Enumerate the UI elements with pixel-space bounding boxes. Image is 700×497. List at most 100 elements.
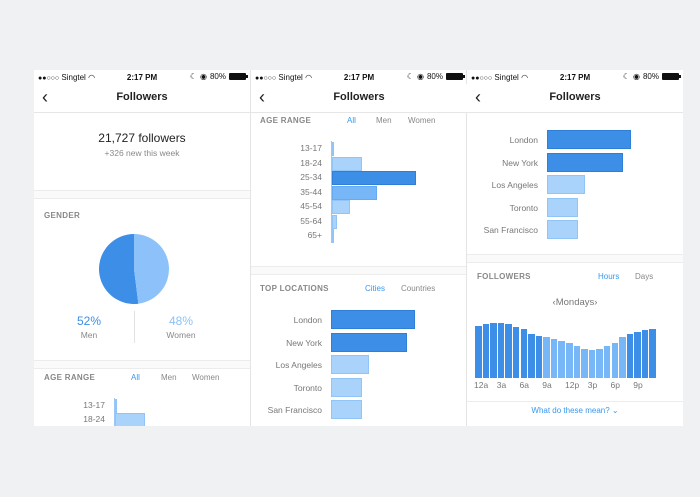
moon-icon: ☾: [189, 72, 197, 81]
hourly-bar: [649, 329, 656, 378]
age-range-heading: AGE RANGE: [260, 116, 312, 125]
men-label: Men: [80, 330, 98, 340]
age-tab-men[interactable]: Men: [161, 373, 177, 382]
back-arrow-icon[interactable]: ‹: [42, 87, 48, 107]
hourly-bar: [603, 346, 611, 378]
hour-tick-label: 9a: [542, 380, 552, 390]
age-bar: [332, 156, 363, 171]
wifi-icon: ◠: [521, 73, 529, 82]
moon-icon: ☾: [622, 72, 630, 81]
hourly-bar: [619, 336, 626, 378]
hourly-activity-chart: [475, 322, 657, 378]
pie-slice-women: [134, 234, 170, 304]
age-row-label: 35-44: [300, 186, 322, 197]
location-bar: [331, 355, 369, 374]
day-selector[interactable]: ‹Mondays›: [467, 297, 683, 308]
hourly-axis-ticks: 12a 3a 6a 9a 12p 3p 6p 9p: [467, 380, 683, 392]
age-row-label: 13-17: [300, 143, 322, 153]
location-bar: [547, 220, 579, 239]
status-bar: ●●○○○ Singtel ◠ 2:17 PM ☾ ◉ 80%: [251, 70, 467, 84]
age-bar: [332, 185, 378, 200]
location-bar: [547, 197, 579, 217]
top-locations-chart: London New York Los Angeles Toronto San Fran…: [467, 130, 683, 246]
women-label: Women: [166, 330, 196, 340]
alarm-icon: ◉: [417, 72, 424, 81]
locations-tab-countries[interactable]: Countries: [401, 284, 436, 293]
hourly-bar: [626, 334, 634, 378]
section-divider: [251, 266, 467, 275]
carrier-label: Singtel: [494, 73, 519, 82]
phone-screen-locations-activity: ●●○○○ Singtel ◠ 2:17 PM ☾ ◉ 80% ‹ Follower…: [466, 70, 683, 426]
prev-day-icon[interactable]: ‹: [552, 297, 556, 308]
activity-tab-hours[interactable]: Hours: [598, 272, 620, 281]
location-bar: [331, 377, 363, 397]
age-bar: [332, 214, 338, 229]
age-tab-all[interactable]: All: [347, 116, 356, 125]
status-time: 2:17 PM: [126, 73, 158, 82]
age-bar: [115, 399, 117, 413]
age-row-label: 65+: [307, 230, 322, 240]
location-bar: [547, 130, 631, 149]
location-row-label: San Francisco: [483, 225, 538, 235]
signal-icon: ●●○○○: [255, 75, 277, 82]
age-range-chart-partial: 13-17 18-24: [34, 398, 250, 426]
signal-icon: ●●○○○: [38, 75, 60, 82]
moon-icon: ☾: [406, 72, 414, 81]
hourly-bar: [588, 350, 596, 378]
day-label: Mondays: [555, 297, 595, 308]
next-day-icon[interactable]: ›: [594, 297, 598, 308]
hour-tick-label: 3a: [496, 380, 507, 390]
hourly-bar: [482, 323, 490, 378]
activity-tab-days[interactable]: Days: [635, 272, 654, 281]
top-locations-heading: TOP LOCATIONS: [260, 284, 329, 293]
signal-icon: ●●○○○: [471, 75, 493, 82]
location-bar: [331, 332, 407, 352]
age-bar: [332, 229, 334, 243]
age-tab-men[interactable]: Men: [376, 116, 392, 125]
battery-icon: [662, 73, 681, 80]
battery-label: 80%: [426, 72, 443, 81]
chevron-down-icon: ⌄: [611, 406, 619, 415]
hourly-bar: [596, 349, 603, 378]
top-locations-chart: London New York Los Angeles Toronto San Fran…: [251, 310, 467, 426]
back-arrow-icon[interactable]: ‹: [259, 87, 265, 107]
back-arrow-icon[interactable]: ‹: [475, 87, 481, 107]
carrier-label: Singtel: [278, 73, 303, 82]
page-title: Followers: [116, 91, 168, 103]
hourly-bar: [641, 330, 649, 378]
alarm-icon: ◉: [200, 72, 207, 81]
status-bar: ●●○○○ Singtel ◠ 2:17 PM ☾ ◉ 80%: [467, 70, 683, 84]
hourly-bar: [634, 332, 641, 378]
age-tab-women[interactable]: Women: [408, 116, 436, 125]
age-bar: [332, 200, 351, 214]
hourly-bar: [505, 323, 512, 378]
hourly-bar: [528, 334, 535, 378]
locations-tab-cities[interactable]: Cities: [365, 284, 386, 293]
age-bar: [115, 413, 146, 426]
hourly-bar: [520, 329, 528, 378]
followers-count: 21,727 followers: [98, 131, 186, 145]
nav-bar: ‹ Followers: [251, 84, 467, 113]
section-divider: [467, 401, 683, 402]
battery-label: 80%: [642, 72, 659, 81]
hourly-bar: [581, 349, 588, 378]
new-followers: +326 new this week: [104, 148, 180, 158]
nav-bar: ‹ Followers: [34, 84, 250, 113]
hourly-bar: [573, 346, 581, 378]
section-divider: [467, 254, 683, 263]
location-bar: [331, 310, 415, 329]
age-bar: [332, 142, 334, 156]
what-do-these-mean-link[interactable]: What do these mean? ⌄: [467, 406, 683, 415]
hourly-bar: [550, 338, 558, 378]
age-range-chart: 13-17 18-24 25-34 35-44 45-54 55-64 65+: [251, 141, 467, 261]
hour-tick-label: 9p: [633, 380, 643, 390]
hourly-bar: [475, 325, 482, 378]
gender-pie-chart: [99, 234, 170, 304]
age-row-label: 25-34: [300, 172, 322, 182]
location-row-label: San Francisco: [267, 405, 322, 415]
age-tab-women[interactable]: Women: [192, 373, 220, 382]
phone-screen-age-locations: ●●○○○ Singtel ◠ 2:17 PM ☾ ◉ 80% ‹ Follower…: [250, 70, 467, 426]
age-tab-all[interactable]: All: [131, 373, 140, 382]
battery-icon: [229, 73, 248, 80]
location-row-label: Toronto: [509, 202, 538, 213]
